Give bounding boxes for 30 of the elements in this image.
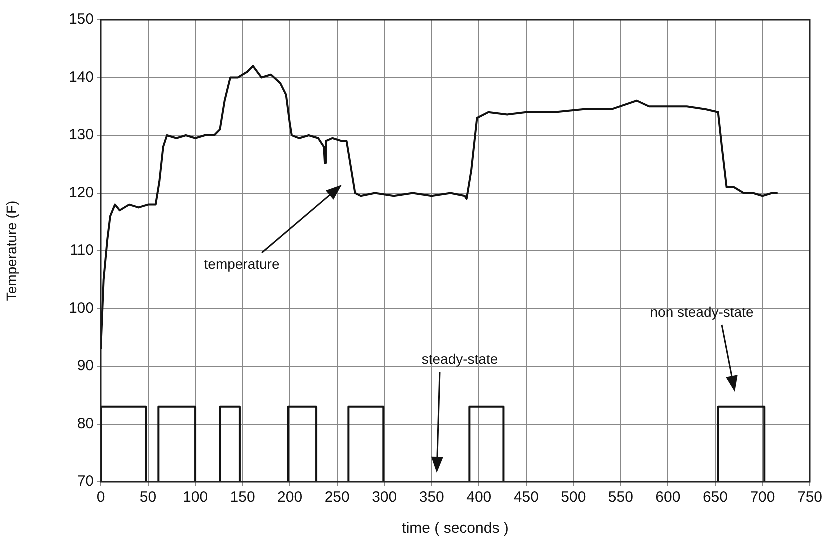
x-axis-title: time ( seconds ) [402, 520, 509, 538]
y-tick-label: 90 [77, 358, 94, 375]
y-tick-label: 80 [77, 415, 94, 432]
x-tick-label: 300 [372, 489, 398, 506]
y-tick-label: 110 [70, 242, 94, 260]
y-tick-label: 120 [68, 184, 94, 202]
x-tick-label: 650 [702, 489, 728, 506]
y-tick-label: 150 [68, 11, 94, 28]
annotation: non steady-state [650, 304, 754, 320]
x-tick-label: 150 [230, 489, 256, 506]
y-axis-title: Temperature (F) [3, 200, 20, 302]
x-tick-label: 0 [96, 489, 106, 506]
x-tick-label: 550 [608, 489, 634, 506]
x-tick-label: 750 [797, 489, 823, 506]
annotation: steady-state [422, 350, 498, 367]
x-tick-label: 100 [183, 489, 208, 506]
annotation: temperature [204, 256, 280, 272]
y-tick-label: 140 [68, 68, 94, 86]
x-tick-label: 50 [140, 489, 157, 506]
y-tick-label: 70 [77, 473, 94, 490]
x-tick-label: 350 [419, 489, 444, 506]
x-tick-label: 700 [750, 489, 776, 506]
y-tick-label: 100 [68, 300, 94, 317]
x-tick-label: 400 [466, 489, 492, 506]
x-tick-label: 200 [278, 489, 303, 506]
x-tick-label: 450 [514, 489, 539, 506]
y-tick-label: 130 [68, 126, 94, 144]
x-tick-label: 600 [656, 489, 681, 506]
x-tick-label: 250 [324, 489, 350, 506]
x-tick-label: 500 [561, 489, 586, 506]
